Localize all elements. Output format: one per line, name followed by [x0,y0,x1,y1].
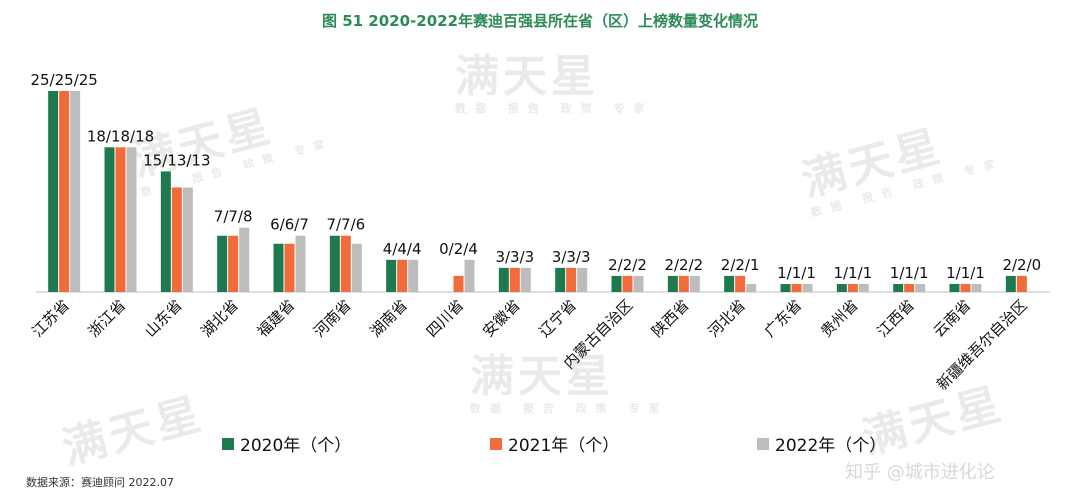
bar-2021-9 [566,267,577,292]
category-label: 广东省 [761,296,806,341]
category-label: 河南省 [310,296,355,341]
data-label: 2/2/0 [1002,256,1041,274]
data-label: 25/25/25 [30,71,97,89]
bar-2022-3 [239,227,250,292]
bar-2022-5 [351,243,362,292]
legend-swatch-2020 [222,437,234,450]
data-label: 2/2/2 [664,256,703,274]
bar-2022-0 [70,91,81,292]
data-label: 0/2/4 [439,240,478,258]
data-label: 1/1/1 [946,264,985,282]
data-label: 4/4/4 [383,240,422,258]
bar-2020-6 [386,259,397,292]
bar-2021-5 [340,235,351,292]
bar-2022-4 [295,235,306,292]
bar-2022-9 [577,267,588,292]
bar-2020-15 [893,283,904,292]
category-label: 辽宁省 [535,296,580,341]
data-label: 6/6/7 [270,216,309,234]
legend-item-2022: 2022年（个） [757,431,886,456]
chart-title: 图 51 2020-2022年赛迪百强县所在省（区）上榜数量变化情况 [321,12,759,30]
data-label: 1/1/1 [890,264,929,282]
bar-2022-13 [802,283,813,292]
bar-2021-6 [397,259,408,292]
bar-2021-17 [1016,275,1027,292]
source-note: 数据来源：赛迪顾问 2022.07 [26,476,174,489]
category-label: 江苏省 [28,296,73,341]
bar-2022-15 [915,283,926,292]
category-label: 贵州省 [817,296,862,341]
data-label: 7/7/8 [214,208,253,226]
bar-2021-2 [171,187,182,292]
bar-2020-11 [667,275,678,292]
category-label: 湖北省 [197,296,242,341]
bar-2020-4 [273,243,284,292]
bar-2022-11 [689,275,700,292]
legend-item-2021: 2021年（个） [490,431,619,456]
bar-2021-14 [847,283,858,292]
bar-2021-4 [284,243,295,292]
bar-2020-12 [724,275,735,292]
bar-2020-16 [949,283,960,292]
bar-2020-0 [48,91,59,292]
bar-2020-2 [160,171,171,292]
bar-2021-12 [735,275,746,292]
bar-2021-16 [960,283,971,292]
data-label: 1/1/1 [777,264,816,282]
data-label: 1/1/1 [833,264,872,282]
bar-2021-10 [622,275,633,292]
data-label: 15/13/13 [143,151,210,169]
category-label: 四川省 [423,296,468,341]
data-label: 2/2/2 [608,256,647,274]
bar-2022-14 [858,283,869,292]
bar-2021-13 [791,283,802,292]
legend-label-2021: 2021年（个） [508,436,620,456]
data-label: 3/3/3 [552,248,591,266]
bar-2020-8 [498,267,509,292]
bar-2020-3 [217,235,228,292]
category-label: 福建省 [254,296,299,341]
bar-2022-10 [633,275,644,292]
legend-swatch-2022 [757,437,769,450]
category-label: 安徽省 [479,296,524,341]
bar-2020-17 [1005,275,1016,292]
category-label: 浙江省 [85,296,130,341]
bar-2021-8 [509,267,520,292]
category-label: 河北省 [704,296,749,341]
bar-2022-2 [182,187,193,292]
legend-label-2020: 2020年（个） [240,436,352,456]
bar-2021-1 [115,147,126,292]
bar-2020-9 [555,267,566,292]
bar-2020-1 [104,147,115,292]
data-label: 18/18/18 [87,127,154,145]
legend-swatch-2021 [490,437,502,450]
bar-2020-5 [329,235,340,292]
bar-2022-8 [520,267,531,292]
category-label: 山东省 [141,296,186,341]
bar-2022-12 [746,283,757,292]
bar-2021-3 [228,235,239,292]
bar-2022-1 [126,147,137,292]
category-label: 江西省 [873,296,918,341]
legend-item-2020: 2020年（个） [222,431,351,456]
category-label: 陕西省 [648,296,693,341]
bar-2021-7 [453,275,464,292]
category-label: 云南省 [930,296,975,341]
bar-2022-6 [408,259,419,292]
bar-2020-10 [611,275,622,292]
category-label: 湖南省 [366,296,411,341]
legend-label-2022: 2022年（个） [775,436,887,456]
data-label: 3/3/3 [495,248,534,266]
bar-2020-14 [836,283,847,292]
bar-2021-11 [678,275,689,292]
bar-2022-7 [464,259,475,292]
bar-2020-13 [780,283,791,292]
data-label: 2/2/1 [721,256,760,274]
bar-2021-15 [904,283,915,292]
bar-2021-0 [59,91,70,292]
bar-2022-16 [971,283,982,292]
data-label: 7/7/6 [326,216,365,234]
